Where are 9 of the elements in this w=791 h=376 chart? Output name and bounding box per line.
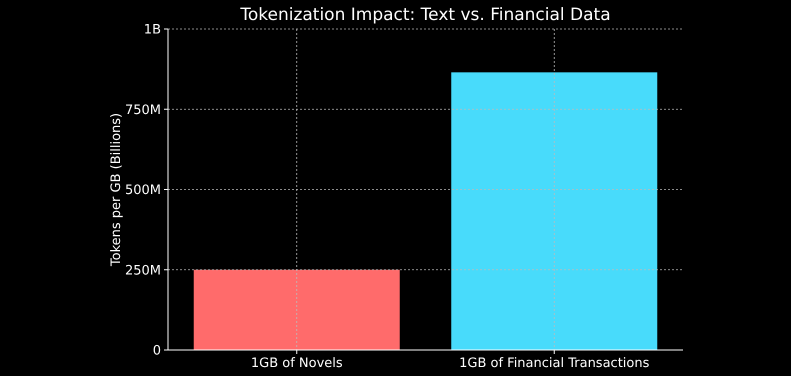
y-axis-title: Tokens per GB (Billions) bbox=[109, 112, 124, 268]
y-tick-label: 1B bbox=[144, 22, 161, 38]
y-tick-label: 750M bbox=[124, 102, 161, 118]
x-tick-label: 1GB of Financial Transactions bbox=[459, 356, 650, 371]
y-tick-label: 500M bbox=[124, 183, 161, 198]
x-tick-label: 1GB of Novels bbox=[250, 356, 343, 371]
y-tick-label: 250M bbox=[124, 263, 161, 278]
chart-title: Tokenization Impact: Text vs. Financial Data bbox=[239, 5, 611, 25]
y-tick-label: 0 bbox=[152, 344, 161, 359]
